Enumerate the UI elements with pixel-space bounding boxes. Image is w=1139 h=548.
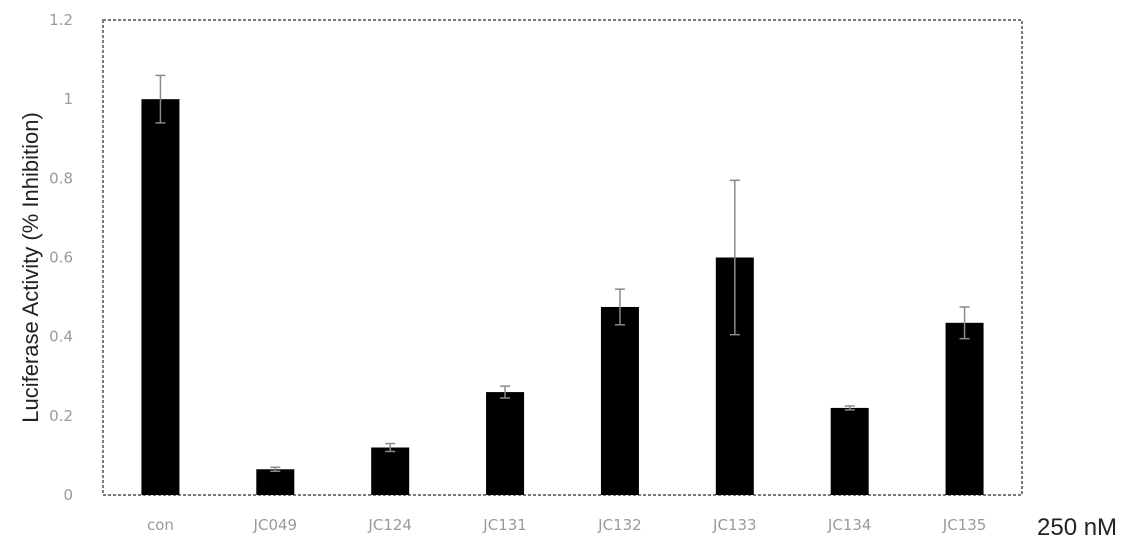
x-category-label: JC135 bbox=[942, 516, 987, 534]
error-bar-jc124 bbox=[385, 442, 396, 453]
error-bar-jc135 bbox=[959, 306, 970, 340]
x-category-label: JC049 bbox=[253, 516, 298, 534]
bar-jc134 bbox=[830, 407, 869, 495]
bar-jc049 bbox=[256, 469, 295, 495]
error-bar-jc133 bbox=[729, 179, 740, 336]
concentration-label: 250 nM bbox=[1037, 514, 1117, 541]
error-bar-jc132 bbox=[614, 288, 625, 326]
error-bar-con bbox=[155, 74, 166, 124]
bar-jc124 bbox=[371, 447, 410, 495]
x-category-label: con bbox=[147, 516, 174, 534]
bar-jc135 bbox=[945, 322, 984, 495]
bar-jc131 bbox=[486, 392, 525, 495]
y-tick-label: 0.2 bbox=[49, 407, 73, 425]
y-tick-label: 1.2 bbox=[49, 11, 73, 29]
error-bar-jc049 bbox=[270, 466, 281, 472]
y-tick-label: 0.6 bbox=[49, 249, 73, 267]
y-tick-label: 0 bbox=[63, 486, 73, 504]
error-bar-jc131 bbox=[500, 385, 511, 399]
y-axis-label: Luciferase Activity (% Inhibition) bbox=[18, 112, 43, 423]
x-category-label: JC124 bbox=[367, 516, 412, 534]
x-category-label: JC134 bbox=[827, 516, 872, 534]
plot-frame bbox=[102, 19, 1023, 496]
x-category-label: JC131 bbox=[482, 516, 527, 534]
y-tick-label: 0.8 bbox=[49, 169, 73, 187]
x-category-label: JC133 bbox=[712, 516, 757, 534]
y-tick-label: 1 bbox=[63, 90, 73, 108]
y-tick-label: 0.4 bbox=[49, 328, 73, 346]
x-category-label: JC132 bbox=[597, 516, 642, 534]
bar-jc132 bbox=[600, 306, 639, 495]
bar-con bbox=[141, 99, 180, 496]
error-bar-jc134 bbox=[844, 405, 855, 411]
